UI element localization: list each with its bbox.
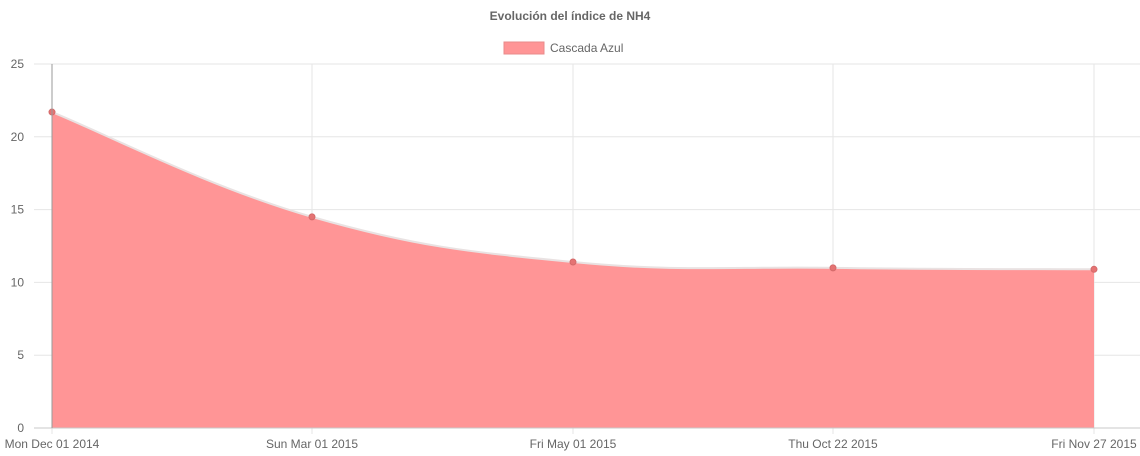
y-tick-label: 10 [11,275,25,289]
data-point[interactable] [1090,265,1098,273]
y-tick-label: 5 [17,348,24,362]
x-tick-labels: Mon Dec 01 2014 Sun Mar 01 2015 Fri May 01… [5,437,1137,451]
data-point[interactable] [829,264,837,272]
x-tick-label: Fri Nov 27 2015 [1051,437,1137,451]
series-area-fill [52,112,1094,428]
x-tick-label: Mon Dec 01 2014 [5,437,100,451]
series-points [48,108,1098,273]
y-tick-labels: 0 5 10 15 20 25 [11,57,25,435]
axes [34,64,1140,429]
chart-title: Evolución del índice de NH4 [490,9,651,23]
y-tick-label: 15 [11,203,25,217]
y-tick-label: 0 [17,421,24,435]
data-point[interactable] [569,258,577,266]
y-tick-label: 25 [11,57,25,71]
legend[interactable]: Cascada Azul [503,41,623,55]
data-point[interactable] [308,213,316,221]
legend-swatch [503,41,545,55]
x-tick-label: Thu Oct 22 2015 [788,437,878,451]
x-tick-label: Fri May 01 2015 [530,437,617,451]
y-tick-label: 20 [11,130,25,144]
x-tick-label: Sun Mar 01 2015 [266,437,358,451]
legend-label: Cascada Azul [550,41,623,55]
